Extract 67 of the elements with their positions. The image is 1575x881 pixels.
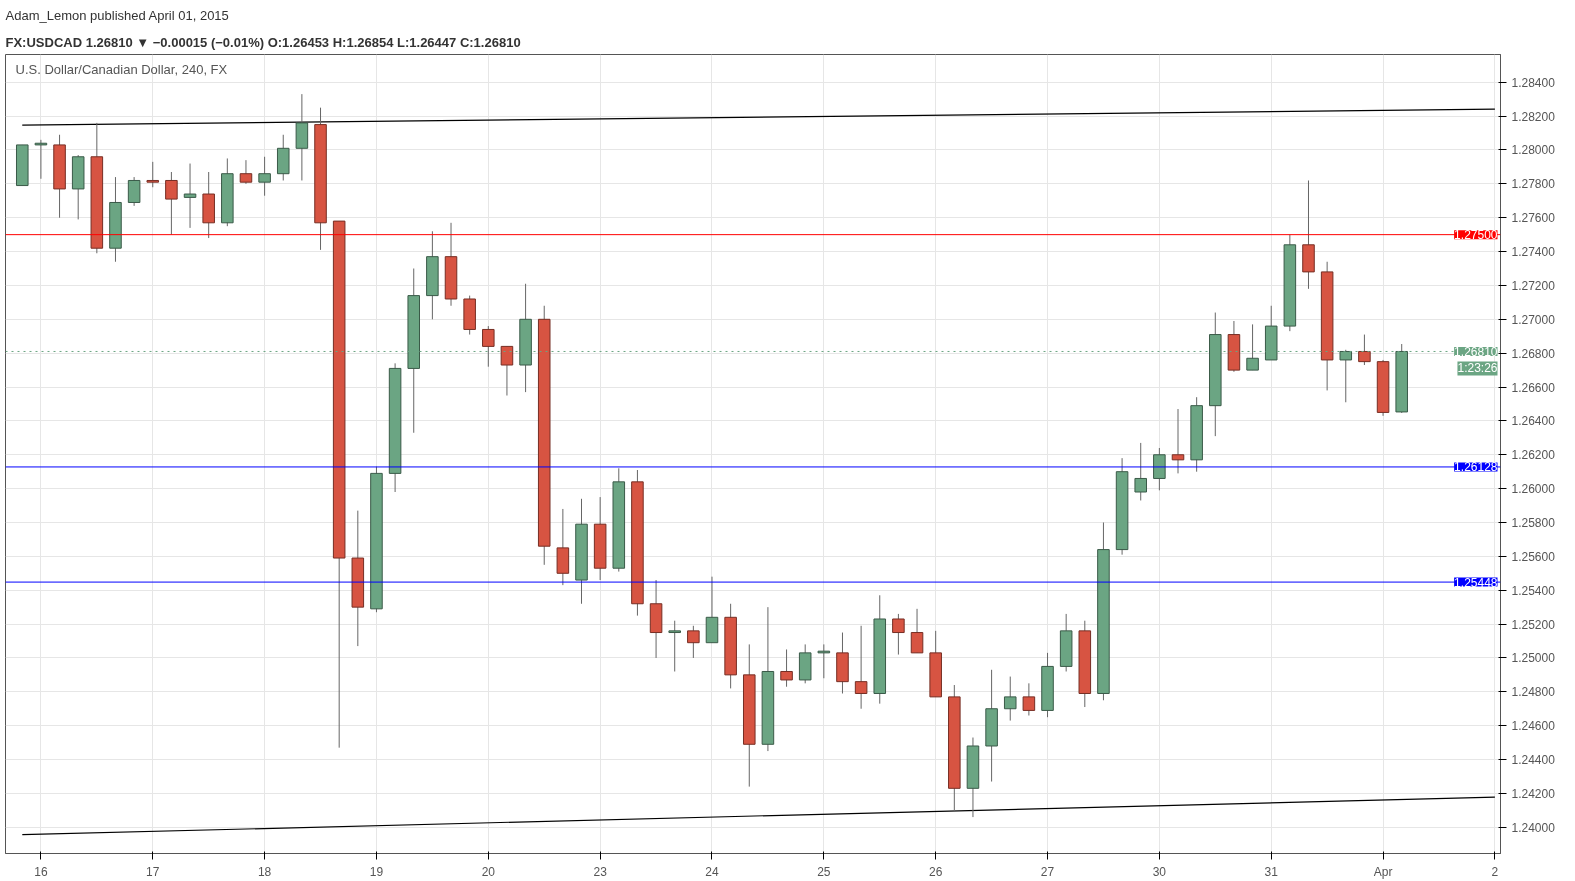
y-tick-label: 1.26200 — [1511, 448, 1556, 463]
y-tick-label: 1.24800 — [1511, 685, 1556, 700]
y-tick-label: 1.25400 — [1511, 583, 1556, 598]
candlestick — [780, 648, 793, 688]
x-tick-label: 17 — [146, 864, 160, 879]
y-tick-label: 1.26400 — [1511, 414, 1556, 429]
ref-line-label: 1.26810 — [1454, 344, 1498, 359]
ref-line-label: 1.26128 — [1454, 460, 1498, 475]
candlestick — [817, 643, 831, 679]
candlestick — [239, 159, 253, 185]
y-tick-label: 1.26000 — [1511, 482, 1556, 497]
x-tick-label: 2 — [1491, 864, 1499, 879]
text: Adam_Lemon published April 01, 2015 — [5, 7, 229, 23]
candlestick — [892, 613, 905, 656]
y-tick-label: 1.24200 — [1511, 786, 1556, 801]
y-tick-label: 1.24400 — [1511, 753, 1556, 768]
y-tick-label: 1.28000 — [1511, 143, 1556, 158]
y-tick-label: 1.28200 — [1511, 109, 1556, 124]
candlestick — [687, 625, 700, 659]
candlestick — [668, 620, 681, 672]
candlestick — [1134, 442, 1148, 501]
x-tick-label: 25 — [817, 864, 831, 879]
x-tick-label: 19 — [369, 864, 384, 879]
candlestick — [258, 156, 271, 197]
x-tick-label: 18 — [257, 864, 272, 879]
x-tick-label: 24 — [705, 864, 719, 879]
y-tick-label: 1.27200 — [1511, 278, 1556, 293]
y-tick-label: 1.24600 — [1511, 719, 1556, 734]
text: U.S. Dollar/Canadian Dollar, 240, FX — [15, 61, 228, 77]
y-tick-label: 1.27600 — [1511, 211, 1556, 226]
y-tick-label: 1.28400 — [1511, 75, 1556, 90]
y-tick-label: 1.25800 — [1511, 515, 1556, 530]
candlestick — [34, 139, 48, 180]
y-tick-label: 1.27000 — [1511, 312, 1556, 327]
candlestick — [183, 163, 197, 229]
text: FX:USDCAD 1.26810 ▼ −0.00015 (−0.01%) O:1.26453 H:1.26854 L:1.26447 C:1.26810 — [5, 34, 521, 50]
ref-line-label: 1.25448 — [1454, 575, 1498, 590]
candlestick — [482, 325, 495, 368]
y-tick-label: 1.25600 — [1511, 549, 1556, 564]
x-tick-label: 16 — [34, 864, 48, 879]
x-tick-label: 31 — [1264, 864, 1279, 879]
candlestick — [854, 625, 868, 710]
candlestick — [1153, 447, 1166, 491]
x-tick-label: 30 — [1152, 864, 1167, 879]
candlestick — [1358, 334, 1371, 366]
candlestick — [1022, 682, 1036, 717]
candlestick — [1003, 676, 1017, 722]
candlestick — [146, 161, 160, 188]
y-tick-label: 1.27400 — [1511, 245, 1556, 260]
candlestick — [165, 171, 178, 236]
x-tick-label: 27 — [1040, 864, 1055, 879]
x-tick-label: Apr — [1373, 864, 1393, 879]
candlestick — [910, 608, 924, 654]
y-tick-label: 1.27800 — [1511, 177, 1556, 192]
y-tick-label: 1.24000 — [1511, 820, 1556, 835]
candlestick — [500, 345, 514, 396]
candlestick — [127, 176, 141, 207]
ref-line-label: 1.27500 — [1454, 228, 1498, 243]
x-tick-label: 23 — [593, 864, 608, 879]
x-tick-label: 26 — [929, 864, 943, 879]
y-tick-label: 1.25200 — [1511, 617, 1556, 632]
x-tick-label: 20 — [481, 864, 496, 879]
annotation: 1:23:26 — [1457, 361, 1498, 376]
y-tick-label: 1.26800 — [1511, 346, 1556, 361]
candlestick — [1171, 408, 1185, 474]
y-tick-label: 1.25000 — [1511, 651, 1556, 666]
y-tick-label: 1.26600 — [1511, 380, 1556, 395]
